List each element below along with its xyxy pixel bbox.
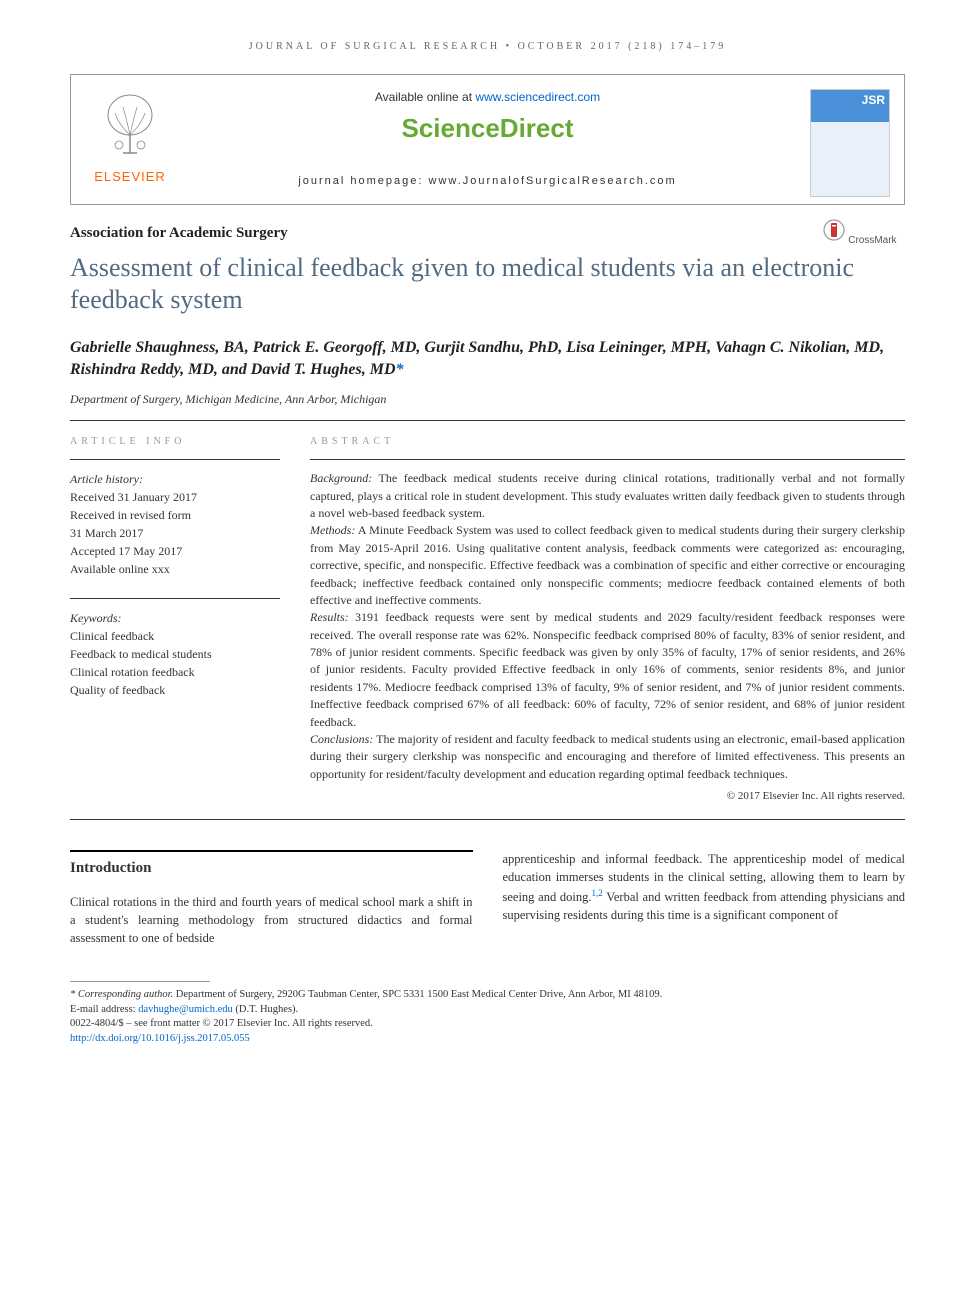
journal-homepage: journal homepage: www.JournalofSurgicalR… — [191, 174, 784, 189]
article-info-heading: ARTICLE INFO — [70, 435, 280, 449]
crossmark-badge[interactable]: CrossMark — [815, 219, 905, 248]
elsevier-logo[interactable]: ELSEVIER — [85, 89, 175, 186]
keywords-label: Keywords: — [70, 609, 280, 627]
author-list: Gabrielle Shaughness, BA, Patrick E. Geo… — [70, 337, 905, 382]
doi-link[interactable]: http://dx.doi.org/10.1016/j.jss.2017.05.… — [70, 1033, 250, 1044]
keyword: Quality of feedback — [70, 681, 280, 699]
rule-top — [70, 420, 905, 421]
abstract-column: ABSTRACT Background: The feedback medica… — [310, 435, 905, 804]
jsr-cover-label: JSR — [813, 92, 887, 109]
ref-link-1-2[interactable]: 1,2 — [592, 888, 603, 898]
running-head: JOURNAL OF SURGICAL RESEARCH • OCTOBER 2… — [70, 40, 905, 54]
section-label: Association for Academic Surgery — [70, 223, 905, 244]
authors-text: Gabrielle Shaughness, BA, Patrick E. Geo… — [70, 339, 884, 378]
available-online-text: Available online at — [375, 90, 476, 104]
abstract-body: Background: The feedback medical student… — [310, 470, 905, 783]
issn-line: 0022-4804/$ – see front matter © 2017 El… — [70, 1017, 905, 1032]
rule-bottom — [70, 819, 905, 820]
history-line: 31 March 2017 — [70, 524, 280, 542]
email-label: E-mail address: — [70, 1004, 138, 1015]
corresponding-text: Department of Surgery, 2920G Taubman Cen… — [173, 989, 662, 1000]
article-title: Assessment of clinical feedback given to… — [70, 252, 905, 317]
sciencedirect-logo[interactable]: ScienceDirect — [191, 110, 784, 146]
history-line: Available online xxx — [70, 560, 280, 578]
corresponding-label: * Corresponding author. — [70, 989, 173, 1000]
abs-results-label: Results: — [310, 610, 349, 624]
abstract-rule — [310, 459, 905, 460]
abs-bg-label: Background: — [310, 471, 372, 485]
keyword: Clinical feedback — [70, 627, 280, 645]
introduction-heading: Introduction — [70, 850, 473, 879]
abs-results-text: 3191 feedback requests were sent by medi… — [310, 610, 905, 728]
history-line: Received in revised form — [70, 506, 280, 524]
footnote-block: * Corresponding author. Department of Su… — [70, 988, 905, 1047]
history-line: Accepted 17 May 2017 — [70, 542, 280, 560]
sciencedirect-link[interactable]: www.sciencedirect.com — [475, 90, 600, 104]
email-link[interactable]: davhughe@umich.edu — [138, 1004, 233, 1015]
affiliation: Department of Surgery, Michigan Medicine… — [70, 391, 905, 408]
keyword: Clinical rotation feedback — [70, 663, 280, 681]
info-rule-2 — [70, 598, 280, 599]
homepage-label: journal homepage: — [298, 175, 428, 187]
email-suffix: (D.T. Hughes). — [233, 1004, 298, 1015]
journal-header: ELSEVIER JSR Available online at www.sci… — [70, 74, 905, 205]
abstract-copyright: © 2017 Elsevier Inc. All rights reserved… — [310, 789, 905, 804]
intro-para-2: apprenticeship and informal feedback. Th… — [503, 850, 906, 925]
abs-concl-text: The majority of resident and faculty fee… — [310, 732, 905, 781]
abs-methods-label: Methods: — [310, 523, 355, 537]
history-line: Received 31 January 2017 — [70, 488, 280, 506]
crossmark-icon — [823, 219, 845, 241]
elsevier-text: ELSEVIER — [85, 168, 175, 186]
keyword: Feedback to medical students — [70, 645, 280, 663]
abs-concl-label: Conclusions: — [310, 732, 373, 746]
homepage-url[interactable]: www.JournalofSurgicalResearch.com — [429, 175, 677, 187]
abs-bg-text: The feedback medical students receive du… — [310, 471, 905, 520]
elsevier-tree-icon — [95, 89, 165, 159]
crossmark-label: CrossMark — [848, 235, 896, 246]
journal-cover-thumb[interactable]: JSR — [810, 89, 890, 197]
history-label: Article history: — [70, 470, 280, 488]
available-online: Available online at www.sciencedirect.co… — [191, 89, 784, 106]
abs-methods-text: A Minute Feedback System was used to col… — [310, 523, 905, 607]
corresponding-mark[interactable]: * — [396, 361, 404, 378]
intro-para-1: Clinical rotations in the third and four… — [70, 893, 473, 947]
intro-right-column: apprenticeship and informal feedback. Th… — [503, 850, 906, 947]
intro-left-column: Introduction Clinical rotations in the t… — [70, 850, 473, 947]
info-rule — [70, 459, 280, 460]
abstract-heading: ABSTRACT — [310, 435, 905, 449]
article-info-column: ARTICLE INFO Article history: Received 3… — [70, 435, 280, 804]
footnote-rule — [70, 981, 210, 982]
